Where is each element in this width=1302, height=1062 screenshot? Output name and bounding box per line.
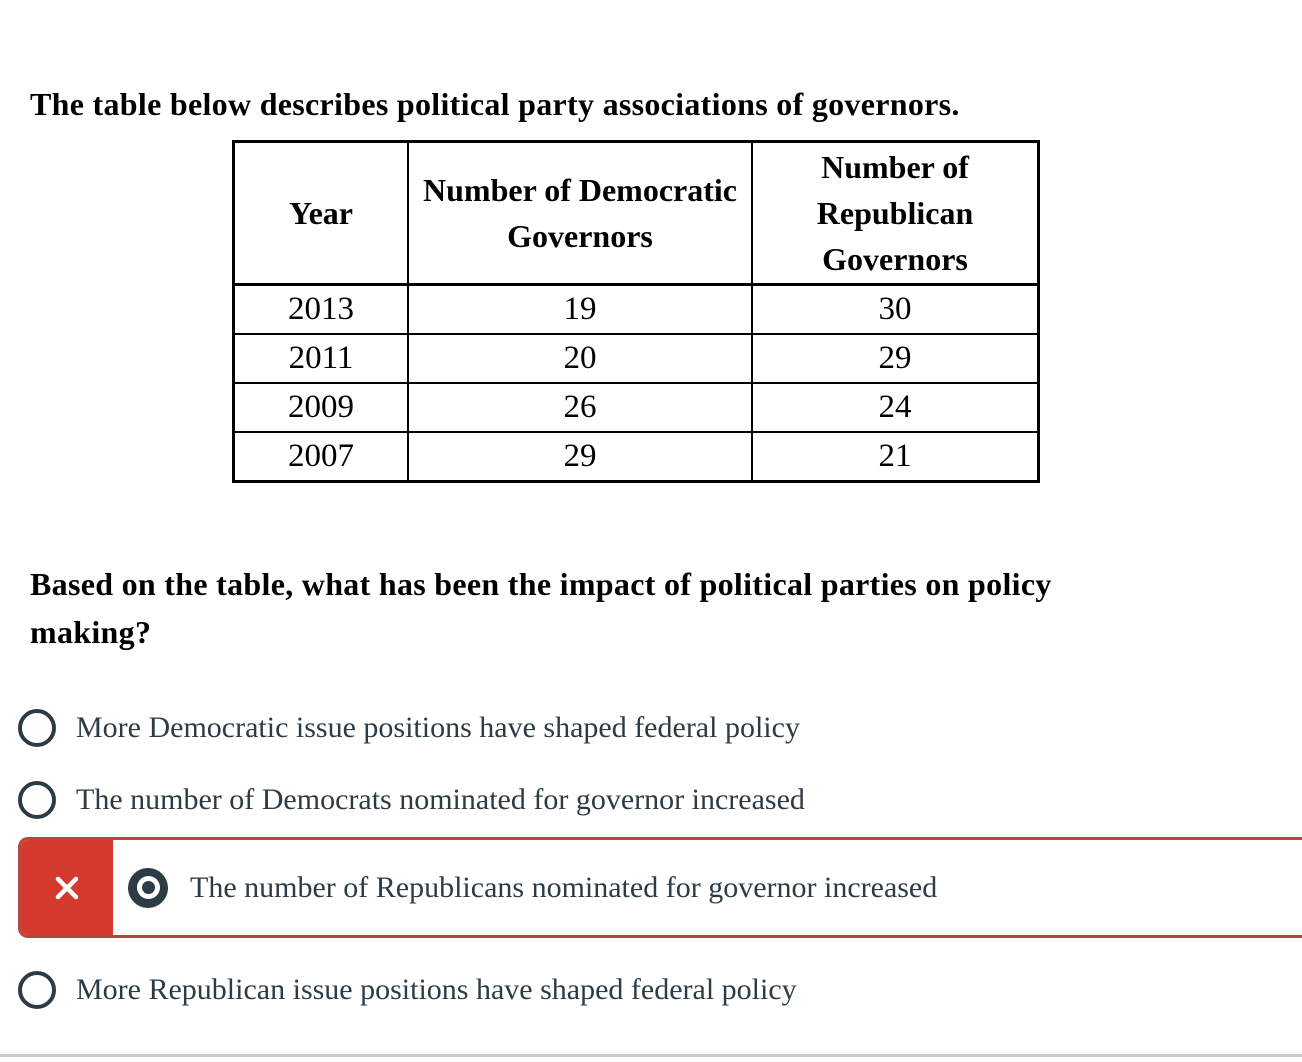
table-cell-dem: 19 [407,283,753,335]
answer-option[interactable]: More Democratic issue positions have sha… [18,704,800,752]
table-cell-dem: 20 [407,333,753,384]
question-intro-text: The table below describes political part… [30,86,960,122]
table-header-row: Year Number of Democratic Governors Numb… [232,140,1040,286]
radio-button[interactable] [18,971,56,1009]
table-row: 2007 29 21 [232,431,1040,483]
answer-label: The number of Democrats nominated for go… [76,783,805,816]
answer-label: More Republican issue positions have sha… [76,973,797,1006]
table-cell-rep: 30 [751,283,1040,335]
answer-label: The number of Republicans nominated for … [190,870,938,904]
x-icon [55,876,79,899]
table-cell-dem: 29 [407,431,753,483]
table-row: 2009 26 24 [232,382,1040,433]
table-header-democratic: Number of Democratic Governors [407,140,753,286]
table-cell-year: 2009 [232,382,409,433]
incorrect-answer-content: The number of Republicans nominated for … [113,840,1302,935]
table-cell-dem: 26 [407,382,753,433]
radio-button[interactable] [18,709,56,747]
table-cell-rep: 29 [751,333,1040,384]
table-header-republican: Number of Republican Governors [751,140,1040,286]
radio-button[interactable] [18,781,56,819]
question-prompt-text: Based on the table, what has been the im… [30,566,1052,650]
table-cell-year: 2007 [232,431,409,483]
table-cell-year: 2013 [232,283,409,335]
answer-option-selected-incorrect[interactable]: The number of Republicans nominated for … [18,837,1302,938]
answer-label: More Democratic issue positions have sha… [76,711,800,744]
table-header-year: Year [232,140,409,286]
incorrect-flag [21,840,113,935]
table-row: 2013 19 30 [232,283,1040,335]
table-cell-rep: 24 [751,382,1040,433]
radio-button-selected[interactable] [128,867,168,908]
answer-option[interactable]: More Republican issue positions have sha… [18,966,797,1014]
table-cell-year: 2011 [232,333,409,384]
answer-option[interactable]: The number of Democrats nominated for go… [18,776,805,824]
governors-table: Year Number of Democratic Governors Numb… [232,140,1040,483]
table-row: 2011 20 29 [232,333,1040,384]
section-divider [0,1054,1302,1057]
table-cell-rep: 21 [751,431,1040,483]
